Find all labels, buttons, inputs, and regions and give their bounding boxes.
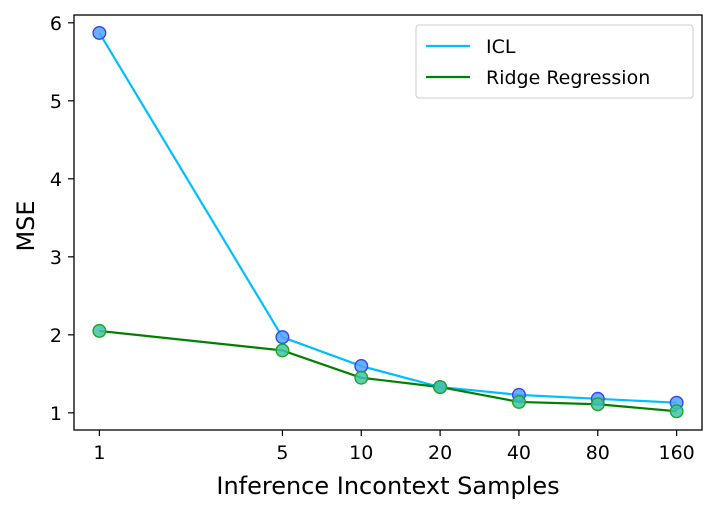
- legend-label: Ridge Regression: [486, 67, 650, 89]
- data-point-ridge-regression: [590, 397, 605, 412]
- y-tick-label: 2: [50, 325, 62, 347]
- legend-box: [415, 24, 694, 99]
- data-point-ridge-regression: [275, 343, 290, 358]
- x-tick-label: 20: [428, 442, 452, 464]
- data-point-ridge-regression: [433, 380, 448, 395]
- plot-frame: [73, 14, 703, 431]
- x-tick-label: 80: [586, 442, 610, 464]
- data-point-ridge-regression: [92, 323, 107, 338]
- y-tick-label: 5: [50, 91, 62, 113]
- x-tick-label: 10: [349, 442, 373, 464]
- data-point-icl: [275, 330, 290, 345]
- x-axis-label: Inference Incontext Samples: [216, 472, 559, 500]
- data-point-icl: [92, 25, 107, 40]
- data-point-ridge-regression: [669, 404, 684, 419]
- x-tick-label: 1: [93, 442, 105, 464]
- y-tick-label: 1: [50, 403, 62, 425]
- data-point-ridge-regression: [354, 370, 369, 385]
- x-tick-label: 160: [658, 442, 694, 464]
- y-axis-label: MSE: [12, 200, 40, 251]
- legend-label: ICL: [486, 36, 516, 58]
- y-tick-label: 4: [50, 169, 62, 191]
- x-tick-label: 40: [507, 442, 531, 464]
- x-tick-label: 5: [276, 442, 288, 464]
- y-tick-label: 3: [50, 247, 62, 269]
- data-point-ridge-regression: [511, 394, 526, 409]
- y-tick-label: 6: [50, 13, 62, 35]
- data-point-icl: [354, 359, 369, 374]
